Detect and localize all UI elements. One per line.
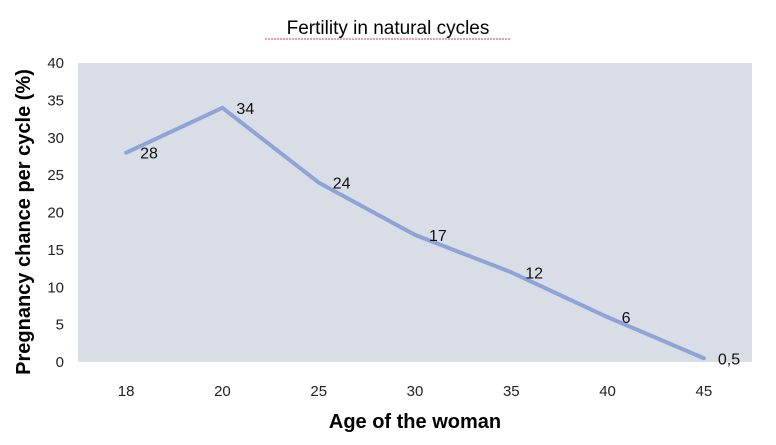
x-tick-label: 20 [214,383,231,400]
x-tick-label: 40 [599,383,616,400]
x-tick-label: 30 [407,383,424,400]
y-tick-label: 20 [47,205,64,222]
y-tick-label: 0 [56,354,64,371]
data-label: 28 [140,146,158,163]
y-tick-label: 35 [47,92,64,109]
x-tick-label: 18 [118,383,135,400]
y-axis-ticks: 0 5 10 15 20 25 30 35 40 [47,55,64,371]
y-tick-label: 15 [47,242,64,259]
x-axis-ticks: 18 20 25 30 35 40 45 [118,383,712,400]
y-axis-label: Pregnancy chance per cycle (%) [13,69,35,375]
data-point [316,180,321,185]
data-label: 12 [525,265,543,282]
y-tick-label: 25 [47,167,64,184]
data-point [124,150,129,155]
data-label: 24 [333,176,351,193]
x-tick-label: 35 [503,383,520,400]
data-point [220,105,225,110]
data-point [509,270,514,275]
y-tick-label: 40 [47,55,64,72]
chart-title: Fertility in natural cycles [287,18,490,39]
y-tick-label: 10 [47,279,64,296]
data-label: 17 [429,228,447,245]
plot-area [78,63,752,362]
x-tick-label: 45 [696,383,713,400]
data-point [413,232,417,237]
y-tick-label: 5 [56,317,64,334]
x-axis-label: Age of the woman [329,411,501,433]
y-tick-label: 30 [47,130,64,147]
data-label: 34 [236,101,254,118]
data-point [701,356,706,361]
data-points [124,105,706,361]
data-labels: 28 34 24 17 12 6 0,5 [140,101,740,368]
data-point [605,315,610,320]
data-label: 6 [622,310,631,327]
x-tick-label: 25 [310,383,327,400]
data-label: 0,5 [718,351,740,368]
